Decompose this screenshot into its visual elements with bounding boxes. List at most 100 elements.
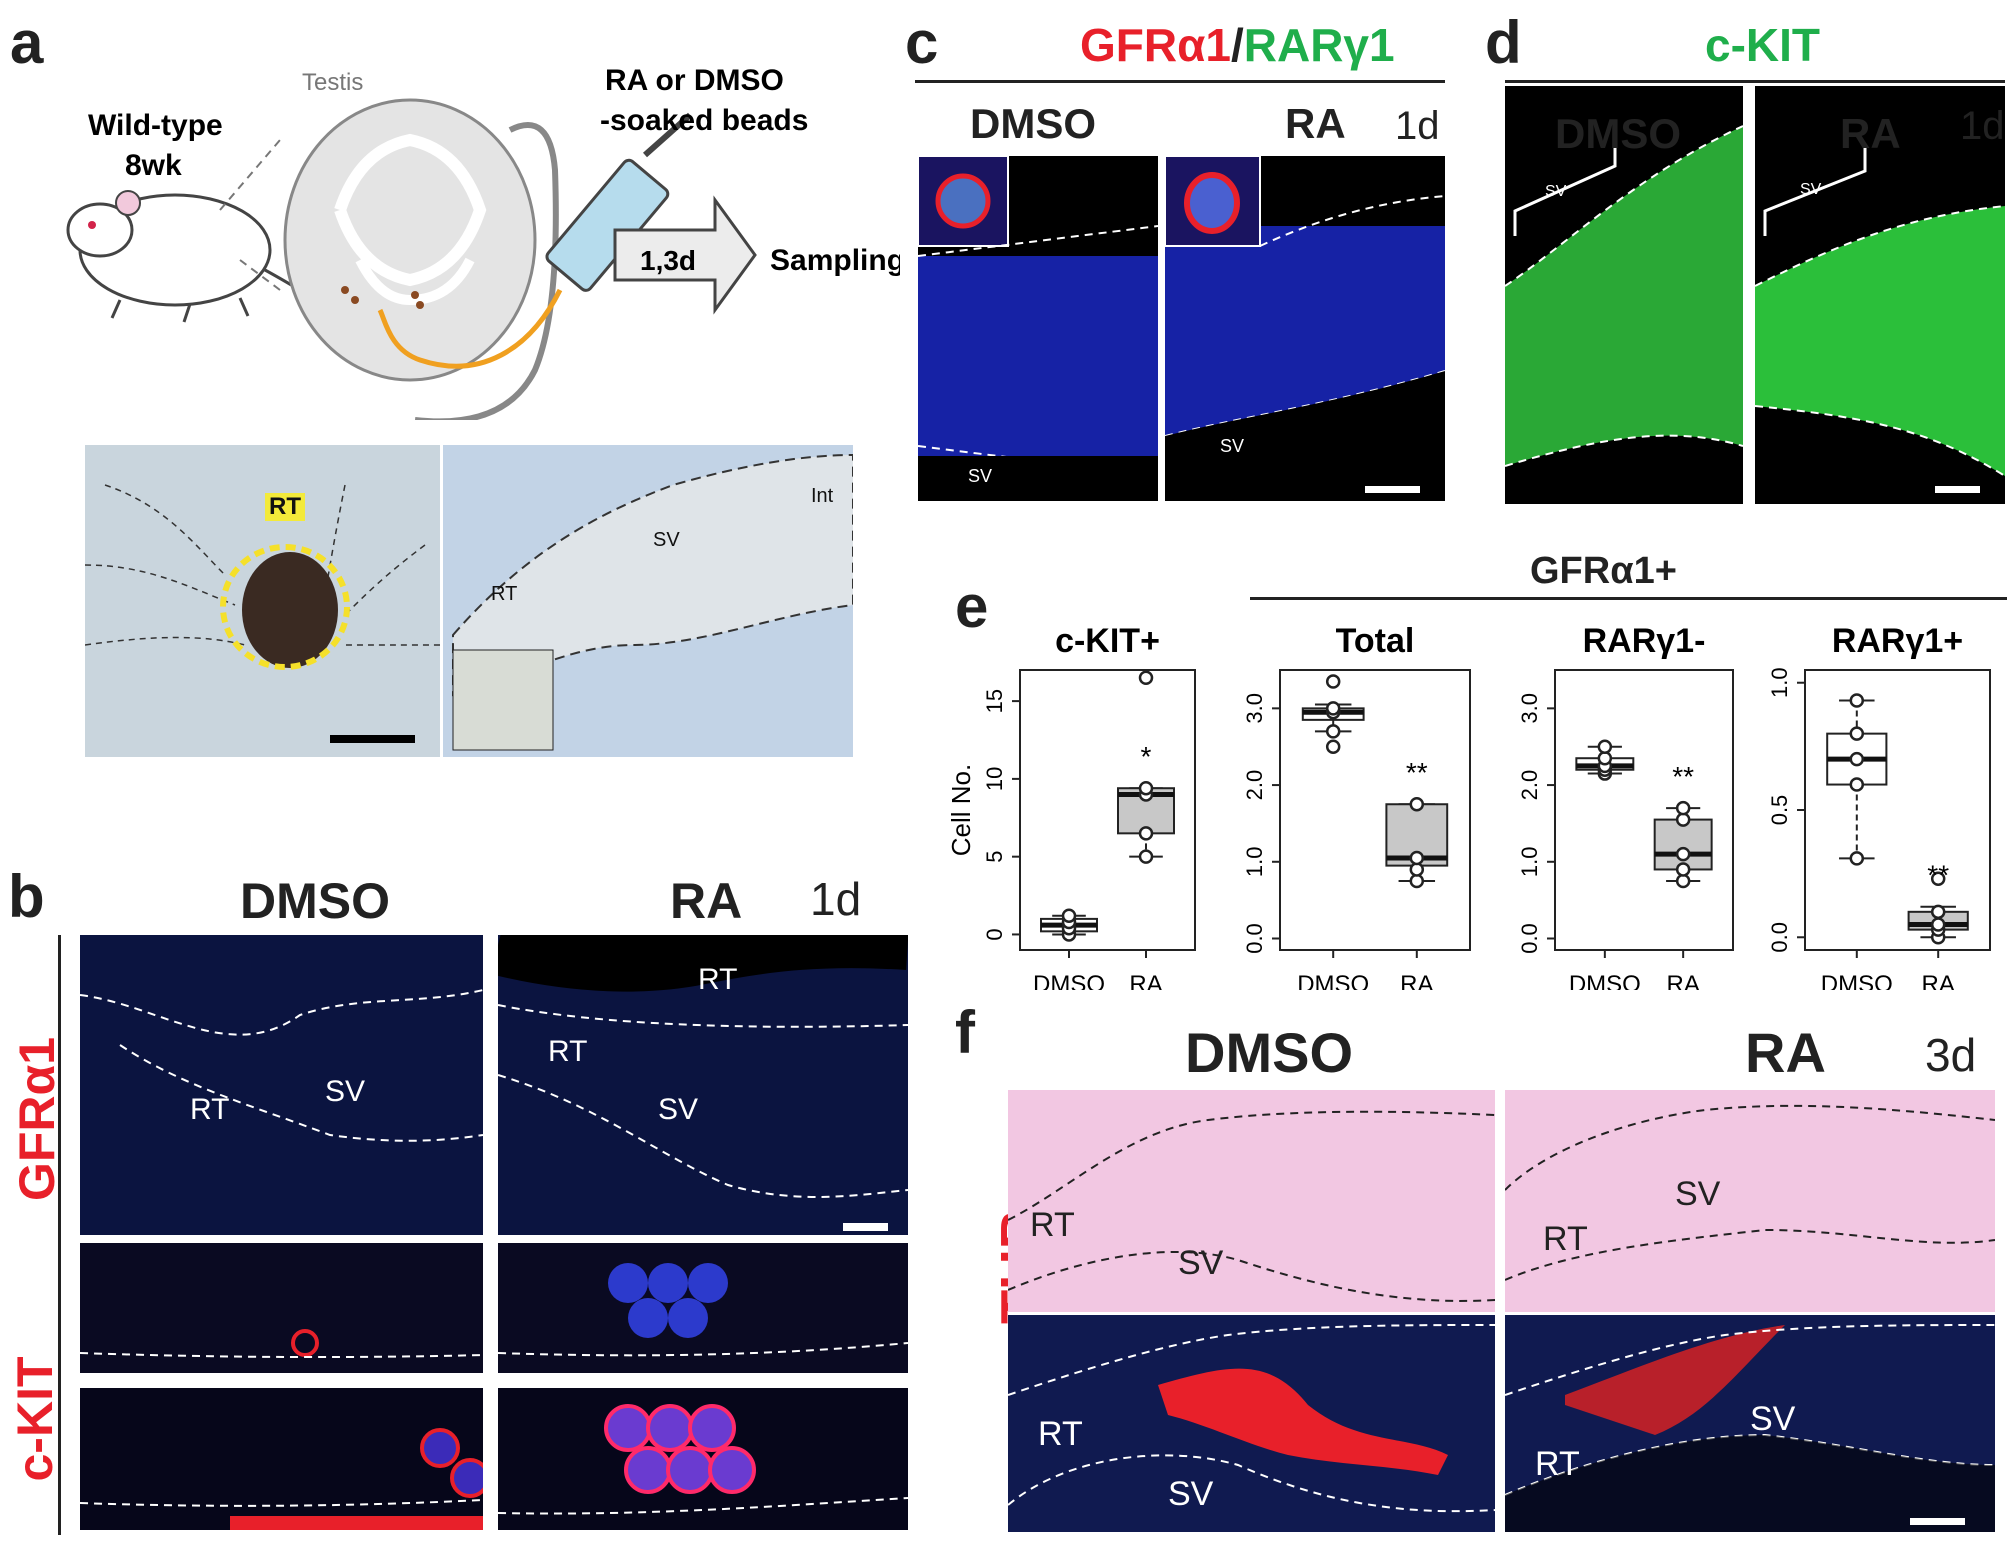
sampling-arrow-icon (613, 195, 757, 315)
y-tick-label: 2.0 (1242, 770, 1267, 801)
b-ra-gfr-overview: RT RT SV (498, 935, 908, 1235)
x-tick-label: RA (1400, 971, 1433, 990)
significance-mark: * (1141, 741, 1152, 772)
data-point (1409, 796, 1425, 812)
bf-int-label: Int (811, 485, 834, 507)
f-dmso-tub-rt: RT (1038, 1415, 1083, 1453)
panel-f-time: 3d (1925, 1029, 1977, 1081)
f-ra-tub-sv: SV (1750, 1400, 1796, 1438)
panel-b-col-ra: RA (670, 873, 743, 929)
y-tick-label: 15 (982, 689, 1007, 713)
x-tick-label: RA (1129, 971, 1162, 990)
f-dmso-tub-sv: SV (1168, 1475, 1214, 1513)
d-dmso-sv-label: SV (1545, 183, 1567, 200)
data-point (1409, 850, 1425, 866)
data-point (1849, 751, 1865, 767)
chart-title: RARγ1- (1583, 622, 1706, 660)
panel-e-group-header: GFRα1+ (1530, 550, 1677, 592)
f-ra-he: RT SV (1505, 1090, 1995, 1312)
c-dmso-image: SV (918, 156, 1158, 501)
b-dmso-sv-label: SV (325, 1075, 366, 1108)
data-point (1930, 904, 1946, 920)
data-point (1061, 908, 1077, 924)
chart-frame (1019, 669, 1196, 951)
beads-text-1: RA or DMSO (605, 64, 784, 97)
x-tick-label: RA (1666, 971, 1699, 990)
data-point (1138, 826, 1154, 841)
y-tick-label: 3.0 (1517, 693, 1542, 724)
y-tick-label: 0.0 (1517, 923, 1542, 954)
data-point (1675, 862, 1691, 877)
panel-e-group-rule (1250, 597, 2007, 600)
f-dmso-he-sv: SV (1178, 1244, 1224, 1282)
data-point (1325, 701, 1341, 716)
panel-e-label: e (955, 573, 989, 640)
f-dmso-tub: RT SV (1008, 1315, 1495, 1532)
data-point (1675, 800, 1691, 816)
panel-d-label: d (1485, 9, 1522, 76)
data-point (1325, 674, 1341, 689)
y-tick-label: 1.0 (1517, 846, 1542, 877)
panel-c-title-red: GFRα1 (1080, 19, 1231, 71)
y-tick-label: 0.5 (1767, 795, 1792, 826)
b-ra-sv-label: SV (658, 1093, 699, 1126)
y-tick-label: 2.0 (1517, 770, 1542, 801)
panel-c-rule (915, 80, 1445, 83)
significance-mark: ** (1406, 757, 1428, 788)
panel-f-label: f (955, 999, 975, 1066)
testis-label: Testis (302, 69, 363, 96)
f-dmso-he-rt: RT (1030, 1206, 1075, 1244)
data-point (1675, 873, 1691, 889)
significance-mark: ** (1927, 860, 1949, 891)
time-label: 1,3d (640, 245, 696, 276)
injection-schematic: Wild-type 8wk Testis RA or DMSO -soaked … (66, 64, 900, 420)
f-ra-he-sv: SV (1675, 1175, 1721, 1213)
panel-b-row-gfr: GFRα1 (9, 1036, 65, 1202)
brightfield-section: RT SV Int (443, 445, 853, 757)
panel-f-col-ra: RA (1745, 1021, 1826, 1084)
d-ra-image: SV (1755, 86, 2005, 504)
d-dmso-image: SV (1505, 86, 1743, 504)
data-point (1138, 849, 1154, 864)
y-tick-label: 10 (982, 767, 1007, 791)
b-dmso-ckit-zoom (80, 1388, 483, 1530)
data-point (1675, 846, 1691, 862)
bf-rt-label: RT (491, 583, 518, 605)
b-ra-gfr-zoom (498, 1243, 908, 1373)
beads-text-2: -soaked beads (600, 104, 808, 137)
y-tick-label: 3.0 (1242, 693, 1267, 724)
c-dmso-sv-label: SV (968, 466, 993, 486)
bf-sv-label: SV (653, 529, 680, 551)
data-point (1325, 724, 1341, 739)
d-ra-sv-label: SV (1800, 181, 1822, 198)
y-axis-label: Cell No. (946, 764, 976, 856)
panel-c-title-sep: / (1230, 19, 1244, 71)
panel-f-col-dmso: DMSO (1185, 1021, 1353, 1084)
f-dmso-he: RT SV (1008, 1090, 1495, 1312)
chart-title: Total (1336, 622, 1415, 660)
chart-frame (1554, 669, 1734, 951)
data-point (1849, 693, 1865, 708)
panel-c-title-green: RARγ1 (1243, 19, 1395, 71)
panel-d-col-ra: RA (1840, 110, 1901, 157)
x-tick-label: RA (1922, 971, 1955, 990)
box-plots: c-KIT+ 0 5 10 15 DMSO RA * Total 0.0 1.0 2.0 3.0 DMSO… (946, 622, 1991, 990)
data-point (1138, 670, 1154, 686)
b-ra-rt-label: RT (548, 1035, 588, 1068)
y-tick-label: 0.0 (1767, 922, 1792, 953)
f-ra-he-rt: RT (1543, 1220, 1588, 1258)
chart-title: RARγ1+ (1832, 622, 1963, 660)
testis-icon (283, 98, 537, 382)
mouse-text-1: Wild-type (88, 109, 223, 142)
panel-c-col-ra: RA (1285, 100, 1346, 147)
data-point (1409, 873, 1425, 889)
panel-c-label: c (905, 9, 939, 76)
data-point (1930, 917, 1946, 932)
b-ra-rt-top-label: RT (698, 963, 738, 996)
c-ra-image: SV (1165, 156, 1445, 501)
chart-frame (1804, 669, 1991, 951)
b-dmso-gfr-overview: RT SV (80, 935, 483, 1235)
y-tick-label: 1.0 (1767, 667, 1792, 698)
photo-rt-label: RT (265, 493, 305, 521)
f-ra-tub: RT SV (1505, 1315, 1995, 1532)
